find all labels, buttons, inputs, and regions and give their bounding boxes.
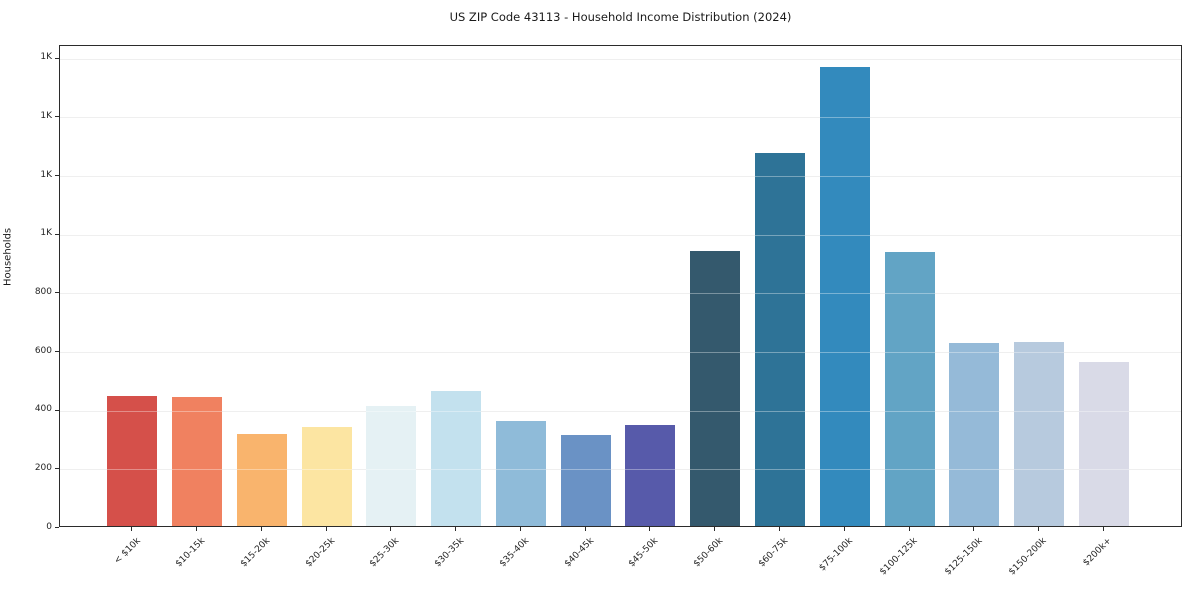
x-tick-label-10k: < $10k [112,536,143,567]
bar-20-25k [301,426,352,526]
gridline-1400 [60,117,1181,119]
gridline-800 [60,293,1181,295]
gridline-200 [60,469,1181,471]
x-tick-label-60-75k: $60-75k [756,536,791,570]
y-tick-mark [55,116,59,118]
y-tick-label-600: 600 [34,345,52,356]
x-tick-label-50-60k: $50-60k [691,536,726,570]
gridline-1200 [60,176,1181,177]
x-tick-mark [908,527,910,531]
bar-45-50k [625,424,676,526]
x-tick-mark [131,527,133,531]
y-tick-mark [55,292,59,294]
x-tick-mark [1102,527,1104,531]
y-tick-mark [55,233,59,235]
bar-40-45k [560,434,611,526]
x-tick-label-45-50k: $45-50k [627,536,661,570]
bar-60-75k [755,153,805,526]
y-tick-mark [55,57,59,59]
bar-75-100k [819,66,870,526]
gridline-1200 [60,176,1181,177]
bar-100-125k [884,251,935,526]
bar-50-60k [690,250,741,526]
plot-area [59,45,1182,527]
x-tick-mark [714,527,716,531]
gridline-1600 [60,58,1181,60]
y-tick-label-1K: 1K [40,169,52,180]
y-axis-label: Households [2,227,14,286]
x-tick-label-75-100k: $75-100k [817,536,855,574]
gridline-1000 [60,234,1181,236]
x-tick-mark [843,527,845,531]
y-tick-label-1K: 1K [40,52,52,63]
y-tick-mark [55,409,59,411]
x-tick-mark [519,527,521,531]
x-tick-mark [196,527,198,531]
x-tick-mark [1038,527,1039,531]
x-tick-label-100-125k: $100-125k [878,536,920,578]
y-tick-label-1K: 1K [40,228,52,239]
gridline-1000 [60,234,1181,236]
y-tick-label-200: 200 [34,462,52,473]
gridline-400 [60,410,1181,412]
gridline-1400 [60,117,1181,119]
x-tick-mark [260,527,262,531]
x-tick-label-30-35k: $30-35k [432,536,467,570]
y-tick-label-1K: 1K [40,110,52,121]
y-tick-mark [55,468,59,470]
y-tick-label-400: 400 [34,404,52,415]
bar-30-35k [431,391,482,526]
x-tick-mark [973,527,975,531]
gridline-1600 [60,58,1181,60]
x-tick-label-10-15k: $10-15k [173,536,208,570]
chart-title: US ZIP Code 43113 - Household Income Dis… [449,10,792,24]
y-tick-label-800: 800 [34,286,52,297]
x-tick-mark [325,527,327,531]
x-tick-mark [455,527,457,531]
x-tick-label-15-20k: $15-20k [238,536,272,570]
bar-15-20k [236,433,287,526]
x-tick-label-200k: $200k+ [1081,536,1114,569]
bar-10k [107,395,158,526]
y-tick-mark [55,175,59,176]
x-tick-label-40-45k: $40-45k [562,536,596,570]
bar-35-40k [495,420,546,526]
gridline-800 [60,293,1181,295]
x-tick-label-25-30k: $25-30k [368,536,402,570]
bar-25-30k [366,406,417,526]
x-tick-label-20-25k: $20-25k [303,536,337,570]
x-tick-mark [649,527,651,531]
gridline-200 [60,469,1181,471]
x-tick-mark [390,527,392,531]
bar-125-150k [949,342,1000,526]
y-tick-mark [55,351,59,352]
bar-10-15k [172,396,223,526]
y-tick-label-0: 0 [46,521,52,532]
y-tick-mark [55,527,59,528]
x-tick-label-35-40k: $35-40k [497,536,531,570]
gridline-600 [60,352,1181,353]
x-tick-label-150-200k: $150-200k [1007,536,1050,578]
gridline-600 [60,352,1181,353]
x-tick-mark [779,527,780,531]
gridline-400 [60,410,1181,412]
bar-200k [1078,361,1129,526]
bar-150-200k [1014,341,1064,526]
x-tick-label-125-150k: $125-150k [942,536,985,578]
x-tick-mark [584,527,586,531]
